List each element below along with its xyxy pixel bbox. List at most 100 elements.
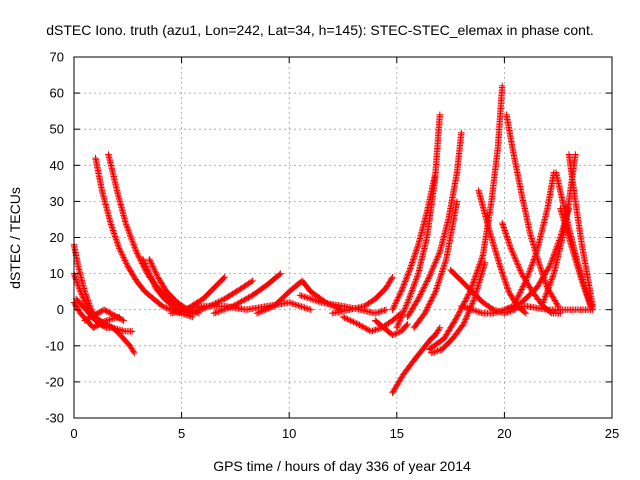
data-series <box>178 299 314 313</box>
data-point <box>404 297 412 305</box>
data-point <box>277 270 284 277</box>
data-point <box>132 245 139 253</box>
data-point <box>148 261 156 269</box>
data-point <box>435 251 442 259</box>
data-point <box>428 268 435 275</box>
data-point <box>470 307 477 314</box>
data-point <box>536 279 544 286</box>
data-point <box>528 262 535 269</box>
data-point <box>149 277 156 285</box>
data-point <box>126 230 133 237</box>
x-axis-ticks: 0 5 10 15 20 25 <box>70 57 619 441</box>
data-point <box>426 272 433 279</box>
data-point <box>419 287 426 294</box>
data-point <box>375 309 382 316</box>
data-point <box>511 302 518 309</box>
data-point <box>159 302 166 310</box>
data-point <box>434 347 441 355</box>
data-point <box>397 315 404 323</box>
data-point <box>124 224 131 231</box>
data-point <box>142 263 150 270</box>
data-point <box>395 292 403 300</box>
data-point <box>425 275 432 282</box>
data-point <box>513 258 520 265</box>
data-point <box>550 252 557 259</box>
data-point <box>215 308 222 315</box>
data-point <box>357 322 365 329</box>
data-point <box>360 324 368 331</box>
data-point <box>431 348 438 356</box>
data-point <box>115 245 123 252</box>
data-point <box>425 302 432 310</box>
data-point <box>74 279 81 286</box>
data-point <box>520 281 527 289</box>
data-point <box>543 268 550 275</box>
data-point <box>437 271 445 278</box>
data-point <box>580 282 587 289</box>
data-point <box>110 230 118 237</box>
data-point <box>430 291 438 298</box>
data-series <box>404 129 465 321</box>
data-point <box>441 260 448 268</box>
x-tick-label: 5 <box>178 426 185 441</box>
data-point <box>151 283 159 290</box>
data-point <box>130 241 137 248</box>
data-point <box>149 263 157 270</box>
data-point <box>121 257 129 264</box>
data-point <box>236 299 244 306</box>
data-point <box>513 259 521 267</box>
data-point <box>470 277 477 285</box>
data-point <box>478 309 485 316</box>
data-point <box>258 308 265 315</box>
data-point <box>532 250 540 257</box>
data-point <box>534 283 541 290</box>
data-point <box>219 296 227 303</box>
data-point <box>499 219 506 227</box>
data-point <box>532 251 539 259</box>
y-tick-label: -10 <box>45 338 64 353</box>
data-point <box>435 347 443 354</box>
data-point <box>307 306 314 313</box>
data-point <box>429 266 436 273</box>
data-point <box>548 257 556 264</box>
data-point <box>401 279 408 287</box>
data-point <box>481 259 489 266</box>
data-point <box>350 318 357 326</box>
data-point <box>470 297 477 304</box>
data-point <box>499 270 506 278</box>
data-point <box>386 279 393 286</box>
y-axis-ticks: -30 -20 -10 0 10 20 30 40 50 60 70 <box>45 50 612 426</box>
data-point <box>467 305 474 313</box>
data-point <box>388 275 395 282</box>
data-point <box>463 313 470 320</box>
data-point <box>435 279 442 286</box>
data-point <box>145 268 152 276</box>
data-point <box>430 263 437 271</box>
data-point <box>142 261 149 269</box>
data-point <box>508 248 516 255</box>
data-point <box>397 288 405 295</box>
data-point <box>351 319 359 326</box>
data-point <box>213 299 221 306</box>
data-point <box>147 258 154 266</box>
data-point <box>369 327 376 335</box>
data-point <box>582 289 590 296</box>
data-point <box>420 284 428 291</box>
data-point <box>423 278 431 285</box>
data-point <box>469 298 477 306</box>
data-point <box>385 280 392 288</box>
data-point <box>290 300 298 308</box>
data-point <box>120 317 127 324</box>
data-point <box>121 255 128 263</box>
data-point <box>512 257 520 264</box>
data-point <box>472 271 480 279</box>
data-point <box>507 243 514 251</box>
data-point <box>79 294 87 301</box>
data-point <box>402 276 409 284</box>
data-point <box>110 228 117 236</box>
data-point <box>460 320 467 328</box>
data-point <box>248 278 255 285</box>
data-point <box>458 129 465 137</box>
data-point <box>398 287 405 294</box>
data-point <box>536 262 544 269</box>
